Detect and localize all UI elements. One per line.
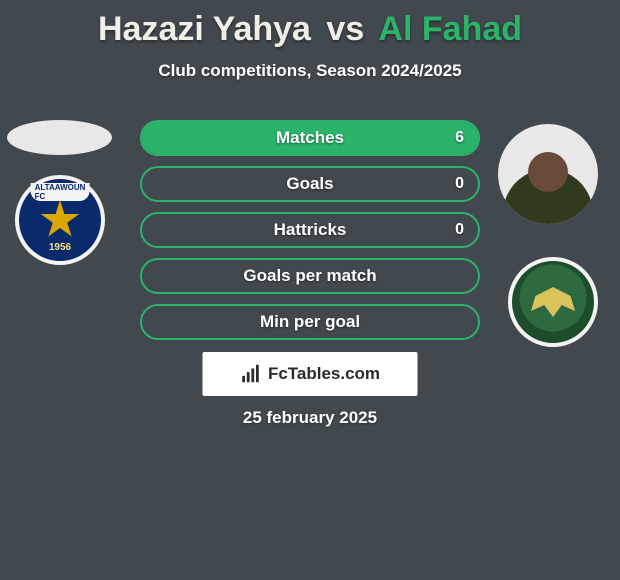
stat-label: Matches — [276, 128, 344, 148]
stat-row: Goals per match — [140, 258, 480, 294]
stat-row: Hattricks 0 — [140, 212, 480, 248]
stat-value-right: 0 — [455, 175, 464, 193]
title-player2: Al Fahad — [378, 10, 522, 48]
player2-avatar — [498, 124, 598, 224]
stat-label: Goals per match — [243, 266, 376, 286]
stat-row: Matches 6 — [140, 120, 480, 156]
attribution-badge: FcTables.com — [203, 352, 418, 396]
date-label: 25 february 2025 — [0, 408, 620, 428]
player1-club-badge: ALTAAWOUN FC 1956 — [15, 175, 105, 265]
stats-container: Matches 6 Goals 0 Hattricks 0 Goals per match M… — [140, 120, 480, 350]
page-title: Hazazi Yahya vs Al Fahad — [0, 0, 620, 49]
stat-value-right: 0 — [455, 221, 464, 239]
club-left-name: ALTAAWOUN FC — [31, 183, 90, 201]
attribution-text: FcTables.com — [268, 364, 380, 384]
bar-chart-icon — [240, 363, 262, 385]
club-left-year: 1956 — [49, 242, 71, 253]
stat-row: Min per goal — [140, 304, 480, 340]
stat-label: Min per goal — [260, 312, 360, 332]
title-vs: vs — [326, 10, 364, 48]
stat-value-right: 6 — [455, 129, 464, 147]
player1-avatar — [7, 120, 112, 155]
subtitle: Club competitions, Season 2024/2025 — [0, 61, 620, 81]
player2-club-badge — [508, 257, 598, 347]
stat-row: Goals 0 — [140, 166, 480, 202]
stat-label: Hattricks — [274, 220, 347, 240]
title-player1: Hazazi Yahya — [98, 10, 311, 48]
stat-label: Goals — [286, 174, 333, 194]
